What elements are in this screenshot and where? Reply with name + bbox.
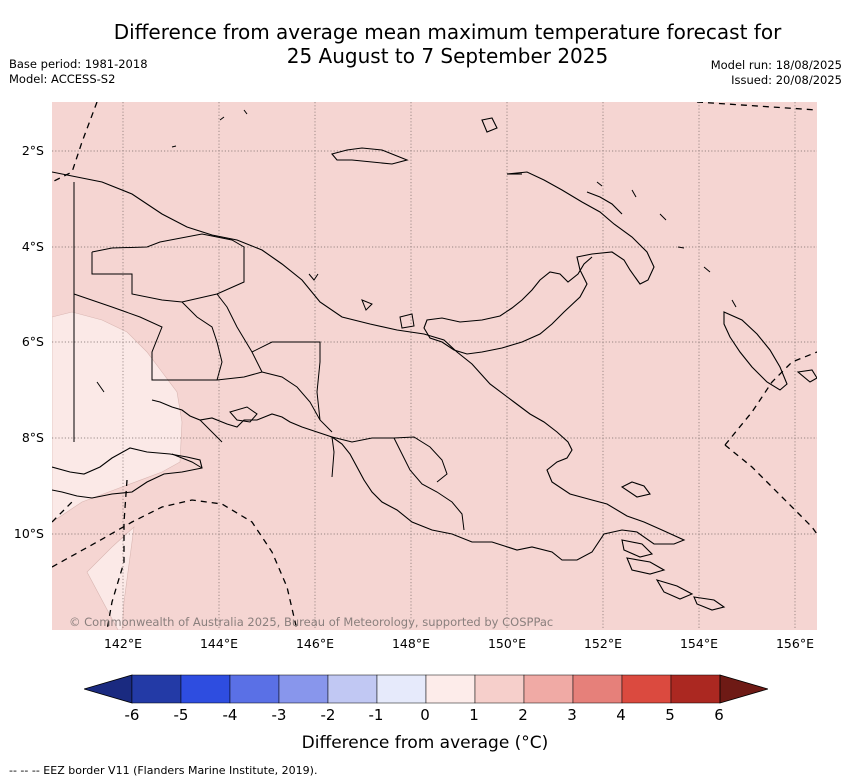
colorbar-tick: 5 bbox=[665, 706, 675, 724]
map-title: Difference from average mean maximum tem… bbox=[60, 20, 835, 68]
colorbar-swatch bbox=[376, 674, 427, 704]
graticule bbox=[52, 102, 817, 630]
colorbar-tick: -6 bbox=[124, 706, 140, 724]
south-coast bbox=[52, 447, 203, 499]
lon-label: 156°E bbox=[775, 636, 814, 651]
bougainville bbox=[723, 311, 788, 391]
title-line-2: 25 August to 7 September 2025 bbox=[286, 44, 609, 68]
lat-label: 2°S bbox=[21, 143, 44, 158]
light-anomaly-region bbox=[52, 311, 183, 523]
lat-label: 10°S bbox=[13, 526, 44, 541]
colorbar-extend-high bbox=[719, 674, 770, 704]
map-canvas: © Commonwealth of Australia 2025, Bureau… bbox=[52, 102, 817, 630]
colorbar-tick: 6 bbox=[714, 706, 724, 724]
lon-label: 150°E bbox=[487, 636, 526, 651]
colorbar-tick: 0 bbox=[420, 706, 430, 724]
model-name: Model: ACCESS-S2 bbox=[9, 72, 116, 86]
meta-left: Base period: 1981-2018 Model: ACCESS-S2 bbox=[9, 57, 148, 87]
colorbar-swatch bbox=[523, 674, 574, 704]
colorbar-swatch bbox=[229, 674, 280, 704]
small-islands bbox=[96, 109, 737, 469]
lon-label: 154°E bbox=[679, 636, 718, 651]
colorbar-tick: 4 bbox=[616, 706, 626, 724]
colorbar-tick: -3 bbox=[271, 706, 287, 724]
lon-label: 152°E bbox=[583, 636, 622, 651]
fergusson bbox=[626, 557, 666, 575]
solomon-east bbox=[796, 369, 817, 383]
base-period: Base period: 1981-2018 bbox=[9, 57, 148, 71]
colorbar-tick: -5 bbox=[173, 706, 189, 724]
colorbar-swatch bbox=[670, 674, 721, 704]
eez-borders bbox=[52, 102, 817, 630]
lat-label: 8°S bbox=[21, 430, 44, 445]
colorbar-swatch bbox=[131, 674, 182, 704]
lat-label: 6°S bbox=[21, 334, 44, 349]
colorbar-swatch bbox=[572, 674, 623, 704]
colorbar-swatch bbox=[180, 674, 231, 704]
model-run: Model run: 18/08/2025 bbox=[710, 58, 842, 72]
louisiade bbox=[655, 579, 694, 600]
admin-boundaries bbox=[73, 182, 465, 531]
new-guinea-coast bbox=[52, 171, 686, 561]
colorbar-tick: -2 bbox=[320, 706, 336, 724]
lon-label: 146°E bbox=[295, 636, 334, 651]
colorbar-tick: 2 bbox=[518, 706, 528, 724]
title-line-1: Difference from average mean maximum tem… bbox=[113, 20, 782, 44]
colorbar-swatch bbox=[278, 674, 329, 704]
light-anomaly-region-south bbox=[86, 526, 135, 630]
colorbar-tick: 3 bbox=[567, 706, 577, 724]
issued-date: Issued: 20/08/2025 bbox=[731, 73, 842, 87]
lon-label: 142°E bbox=[103, 636, 142, 651]
copyright-notice: © Commonwealth of Australia 2025, Bureau… bbox=[69, 615, 553, 629]
lat-label: 4°S bbox=[21, 239, 44, 254]
trobriand bbox=[620, 481, 651, 498]
new-ireland bbox=[586, 191, 623, 215]
lon-label: 144°E bbox=[199, 636, 238, 651]
manus bbox=[331, 147, 409, 165]
colorbar-tick: -1 bbox=[368, 706, 384, 724]
colorbar-swatch bbox=[474, 674, 525, 704]
eez-footnote: -- -- -- EEZ border V11 (Flanders Marine… bbox=[9, 764, 318, 777]
colorbar-svg bbox=[82, 674, 770, 704]
map-background bbox=[52, 102, 817, 630]
northern-coast-east bbox=[423, 171, 655, 355]
colorbar-extend-low bbox=[82, 674, 133, 704]
map-panel: © Commonwealth of Australia 2025, Bureau… bbox=[52, 102, 817, 630]
tagula bbox=[693, 596, 726, 611]
colorbar-swatch bbox=[425, 674, 476, 704]
meta-right: Model run: 18/08/2025 Issued: 20/08/2025 bbox=[711, 58, 842, 88]
colorbar-swatch bbox=[621, 674, 672, 704]
d-entrecasteaux bbox=[621, 539, 654, 558]
colorbar-tick: 1 bbox=[469, 706, 479, 724]
lon-label: 148°E bbox=[391, 636, 430, 651]
coastlines bbox=[52, 117, 817, 611]
new-hanover bbox=[481, 117, 498, 133]
colorbar-swatch bbox=[327, 674, 378, 704]
colorbar bbox=[82, 674, 770, 708]
colorbar-tick: -4 bbox=[222, 706, 238, 724]
colorbar-label: Difference from average (°C) bbox=[301, 733, 549, 753]
